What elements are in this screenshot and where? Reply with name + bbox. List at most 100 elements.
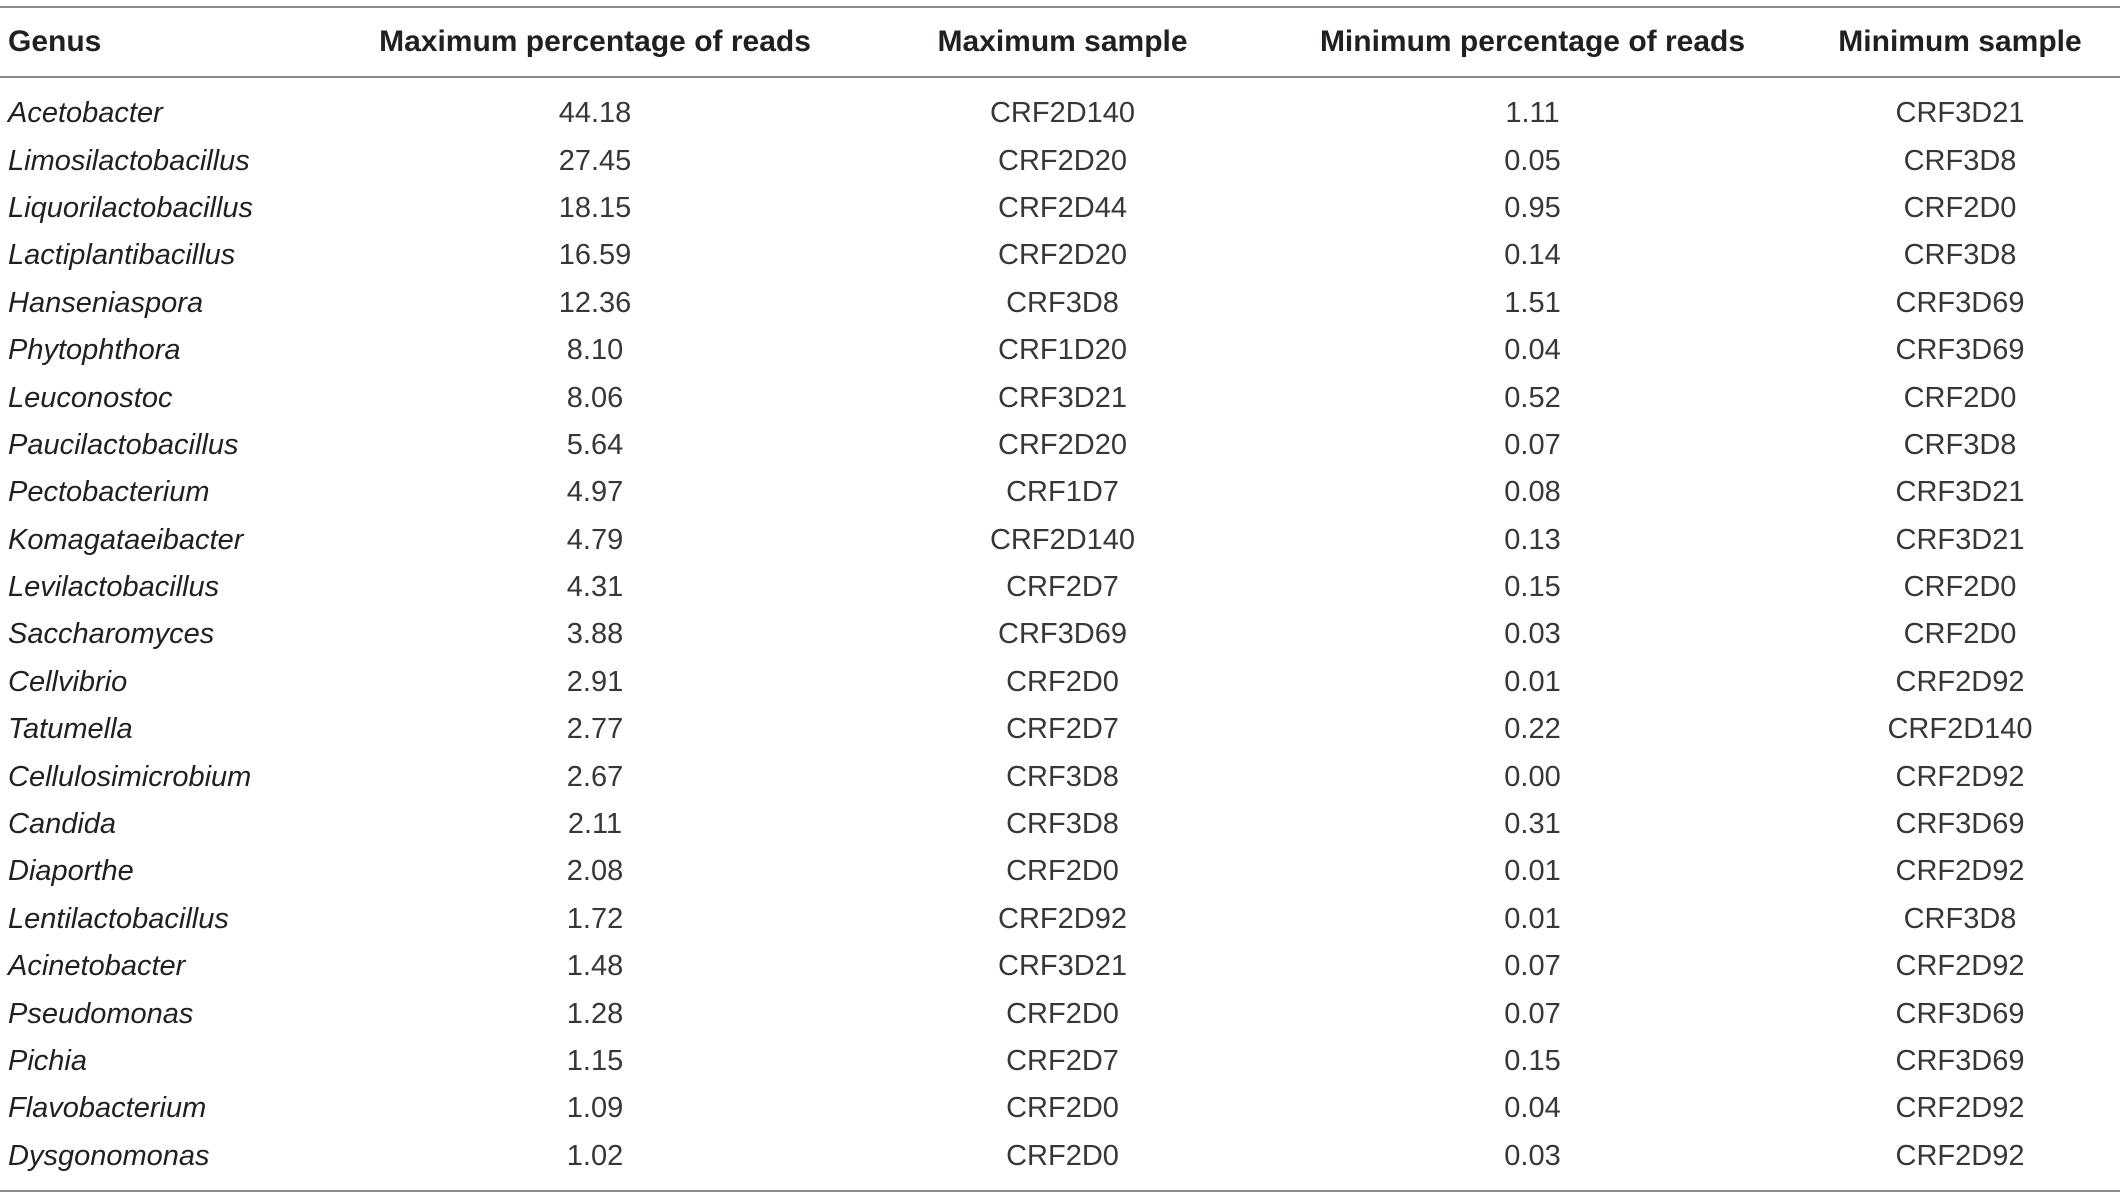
- cell-min-percentage: 1.51: [1504, 286, 1561, 319]
- table-row: Leuconostoc 8.06 CRF3D21 0.52 CRF2D0: [0, 374, 2120, 421]
- table-row: Hanseniaspora 12.36 CRF3D8 1.51 CRF3D69: [0, 280, 2120, 327]
- cell-min-percentage: 0.22: [1504, 713, 1561, 746]
- cell-min-percentage: 0.07: [1504, 950, 1561, 983]
- cell-min-percentage: 1.11: [1505, 97, 1560, 130]
- cell-min-sample: CRF3D8: [1903, 428, 2017, 461]
- cell-max-sample: CRF2D20: [998, 239, 1127, 272]
- cell-min-sample: CRF2D92: [1895, 950, 2025, 983]
- cell-max-sample: CRF2D7: [1006, 713, 1119, 746]
- cell-min-sample: CRF2D140: [1887, 713, 2033, 746]
- table-row: Candida 2.11 CRF3D8 0.31 CRF3D69: [0, 801, 2120, 848]
- cell-min-percentage: 0.04: [1504, 1092, 1561, 1125]
- cell-max-sample: CRF3D21: [998, 381, 1127, 414]
- table-row: Paucilactobacillus 5.64 CRF2D20 0.07 CRF3D8: [0, 422, 2120, 469]
- cell-max-percentage: 1.15: [566, 1045, 624, 1077]
- cell-genus: Pichia: [8, 1045, 87, 1077]
- cell-max-percentage: 2.67: [566, 760, 624, 793]
- cell-min-sample: CRF2D0: [1903, 618, 2017, 651]
- cell-max-sample: CRF3D21: [998, 950, 1127, 983]
- cell-genus: Acetobacter: [8, 97, 163, 130]
- cell-min-percentage: 0.03: [1504, 618, 1561, 651]
- cell-min-percentage: 0.15: [1504, 1045, 1561, 1077]
- table-body: Acetobacter 44.18 CRF2D140 1.11 CRF3D21 Limos…: [0, 77, 2120, 1191]
- cell-max-percentage: 18.15: [558, 191, 632, 224]
- cell-genus: Lentilactobacillus: [8, 902, 229, 935]
- cell-min-sample: CRF3D8: [1903, 144, 2017, 177]
- cell-genus: Tatumella: [8, 713, 133, 746]
- table-row: Dysgonomonas 1.02 CRF2D0 0.03 CRF2D92: [0, 1133, 2120, 1191]
- cell-max-percentage: 3.88: [566, 618, 624, 651]
- cell-genus: Lactiplantibacillus: [8, 239, 236, 272]
- cell-max-sample: CRF2D0: [1006, 855, 1119, 888]
- cell-max-percentage: 44.18: [558, 97, 632, 130]
- table-row: Levilactobacillus 4.31 CRF2D7 0.15 CRF2D0: [0, 564, 2120, 611]
- cell-max-percentage: 1.28: [566, 997, 624, 1030]
- cell-max-percentage: 4.79: [566, 523, 624, 556]
- cell-genus: Paucilactobacillus: [8, 428, 239, 461]
- table-header: Genus Maximum percentage of reads Maximu…: [0, 7, 2120, 77]
- cell-max-percentage: 8.06: [566, 381, 624, 414]
- cell-min-percentage: 0.15: [1504, 571, 1561, 604]
- cell-min-sample: CRF2D0: [1903, 381, 2017, 414]
- cell-genus: Liquorilactobacillus: [8, 191, 254, 224]
- cell-min-sample: CRF3D69: [1895, 286, 2025, 319]
- cell-max-sample: CRF3D69: [998, 618, 1127, 651]
- header-max-percentage: Maximum percentage of reads: [379, 25, 811, 58]
- cell-max-percentage: 2.91: [566, 665, 624, 698]
- cell-max-percentage: 2.11: [567, 808, 623, 841]
- header-row: Genus Maximum percentage of reads Maximu…: [0, 7, 2120, 77]
- table-row: Tatumella 2.77 CRF2D7 0.22 CRF2D140: [0, 706, 2120, 753]
- cell-min-percentage: 0.04: [1504, 334, 1561, 367]
- cell-max-sample: CRF3D8: [1006, 760, 1119, 793]
- cell-min-percentage: 0.01: [1504, 665, 1561, 698]
- cell-min-percentage: 0.05: [1504, 144, 1561, 177]
- table-row: Lactiplantibacillus 16.59 CRF2D20 0.14 CRF3D…: [0, 232, 2120, 279]
- cell-genus: Leuconostoc: [8, 381, 173, 414]
- cell-genus: Phytophthora: [8, 334, 181, 367]
- table-row: Komagataeibacter 4.79 CRF2D140 0.13 CRF3D21: [0, 517, 2120, 564]
- table-row: Flavobacterium 1.09 CRF2D0 0.04 CRF2D92: [0, 1085, 2120, 1132]
- cell-genus: Limosilactobacillus: [8, 144, 250, 177]
- cell-min-percentage: 0.95: [1504, 191, 1561, 224]
- cell-genus: Pseudomonas: [8, 997, 194, 1030]
- cell-max-sample: CRF2D0: [1006, 1139, 1119, 1172]
- cell-genus: Hanseniaspora: [8, 286, 204, 319]
- table-row: Limosilactobacillus 27.45 CRF2D20 0.05 CRF3D…: [0, 137, 2120, 184]
- cell-max-percentage: 2.77: [566, 713, 624, 746]
- cell-max-sample: CRF2D92: [998, 902, 1127, 935]
- cell-min-sample: CRF2D92: [1895, 1139, 2025, 1172]
- cell-min-percentage: 0.14: [1504, 239, 1561, 272]
- cell-min-sample: CRF2D92: [1895, 665, 2025, 698]
- cell-genus: Dysgonomonas: [8, 1139, 210, 1172]
- cell-max-percentage: 12.36: [558, 286, 632, 319]
- cell-max-sample: CRF1D7: [1006, 476, 1119, 509]
- cell-min-percentage: 0.01: [1504, 902, 1561, 935]
- cell-max-percentage: 1.48: [566, 950, 624, 983]
- cell-max-sample: CRF3D8: [1006, 808, 1119, 841]
- cell-min-percentage: 0.03: [1504, 1139, 1561, 1172]
- table-row: Phytophthora 8.10 CRF1D20 0.04 CRF3D69: [0, 327, 2120, 374]
- cell-min-sample: CRF2D92: [1895, 1092, 2025, 1125]
- cell-max-percentage: 16.59: [558, 239, 632, 272]
- header-min-percentage: Minimum percentage of reads: [1319, 25, 1746, 58]
- cell-max-sample: CRF2D44: [998, 191, 1127, 224]
- table-row: Acetobacter 44.18 CRF2D140 1.11 CRF3D21: [0, 77, 2120, 137]
- cell-max-percentage: 4.31: [566, 571, 624, 604]
- cell-max-sample: CRF2D0: [1006, 1092, 1119, 1125]
- cell-max-percentage: 1.09: [566, 1092, 624, 1125]
- cell-genus: Cellulosimicrobium: [8, 760, 252, 793]
- cell-min-sample: CRF3D8: [1903, 239, 2017, 272]
- cell-min-sample: CRF3D21: [1895, 97, 2025, 130]
- cell-min-percentage: 0.01: [1504, 855, 1561, 888]
- cell-min-sample: CRF2D0: [1903, 571, 2017, 604]
- genus-reads-table-container: Genus Maximum percentage of reads Maximu…: [0, 6, 2120, 1192]
- cell-max-percentage: 8.10: [566, 334, 624, 367]
- cell-genus: Flavobacterium: [8, 1092, 207, 1125]
- cell-genus: Pectobacterium: [8, 476, 210, 509]
- cell-max-sample: CRF2D7: [1006, 1045, 1119, 1077]
- cell-min-sample: CRF3D8: [1903, 902, 2017, 935]
- table-row: Acinetobacter 1.48 CRF3D21 0.07 CRF2D92: [0, 943, 2120, 990]
- cell-min-percentage: 0.07: [1504, 428, 1561, 461]
- cell-min-percentage: 0.31: [1504, 808, 1561, 841]
- cell-max-sample: CRF2D140: [989, 97, 1136, 130]
